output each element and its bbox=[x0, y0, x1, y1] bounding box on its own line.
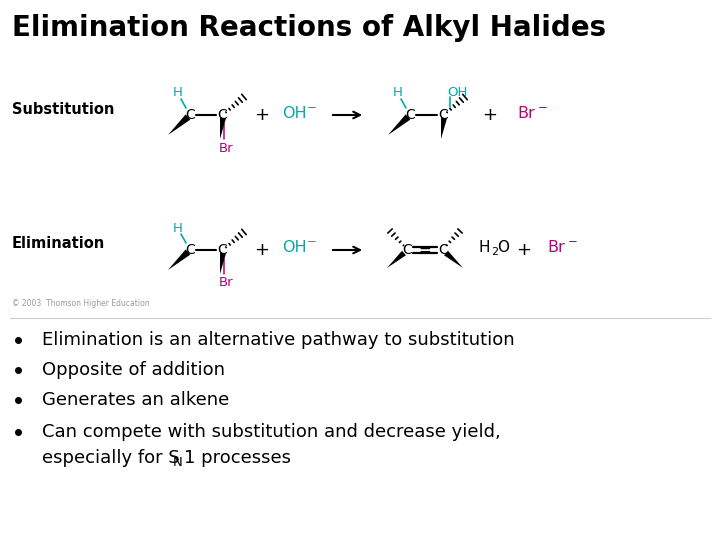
Text: +: + bbox=[482, 106, 498, 124]
Text: C: C bbox=[438, 108, 448, 122]
Polygon shape bbox=[220, 253, 226, 274]
Text: 1 processes: 1 processes bbox=[184, 449, 291, 467]
Polygon shape bbox=[168, 114, 190, 135]
Text: especially for S: especially for S bbox=[42, 449, 180, 467]
Text: −: − bbox=[568, 235, 578, 248]
Text: C: C bbox=[217, 243, 227, 257]
Text: Elimination is an alternative pathway to substitution: Elimination is an alternative pathway to… bbox=[42, 331, 515, 349]
Text: Elimination Reactions of Alkyl Halides: Elimination Reactions of Alkyl Halides bbox=[12, 14, 606, 42]
Text: Br: Br bbox=[219, 276, 233, 289]
Text: C: C bbox=[185, 243, 195, 257]
Polygon shape bbox=[220, 118, 226, 139]
Polygon shape bbox=[388, 114, 410, 135]
Text: Br: Br bbox=[219, 141, 233, 154]
Text: O: O bbox=[497, 240, 509, 255]
Text: −: − bbox=[538, 100, 548, 113]
Text: OH: OH bbox=[447, 86, 467, 99]
Text: C: C bbox=[405, 108, 415, 122]
Polygon shape bbox=[441, 118, 447, 139]
Polygon shape bbox=[168, 249, 190, 270]
Text: −: − bbox=[307, 100, 317, 113]
Text: Generates an alkene: Generates an alkene bbox=[42, 391, 229, 409]
Text: Opposite of addition: Opposite of addition bbox=[42, 361, 225, 379]
Text: C: C bbox=[438, 243, 448, 257]
Text: Substitution: Substitution bbox=[12, 102, 114, 117]
Text: H: H bbox=[479, 240, 490, 255]
Text: OH: OH bbox=[282, 105, 306, 120]
Text: +: + bbox=[516, 241, 531, 259]
Text: C: C bbox=[402, 243, 412, 257]
Text: +: + bbox=[254, 241, 269, 259]
Text: OH: OH bbox=[282, 240, 306, 255]
Text: 2: 2 bbox=[491, 247, 498, 257]
Text: =: = bbox=[418, 242, 431, 258]
Text: C: C bbox=[217, 108, 227, 122]
Text: C: C bbox=[185, 108, 195, 122]
Text: H: H bbox=[173, 221, 183, 234]
Text: Br: Br bbox=[517, 105, 535, 120]
Polygon shape bbox=[444, 251, 463, 268]
Text: N: N bbox=[173, 456, 183, 469]
Text: H: H bbox=[393, 86, 403, 99]
Text: +: + bbox=[254, 106, 269, 124]
Text: H: H bbox=[173, 86, 183, 99]
Text: Br: Br bbox=[547, 240, 565, 255]
Polygon shape bbox=[387, 251, 406, 268]
Text: © 2003  Thomson Higher Education: © 2003 Thomson Higher Education bbox=[12, 299, 150, 307]
Text: −: − bbox=[307, 235, 317, 248]
Text: Can compete with substitution and decrease yield,: Can compete with substitution and decrea… bbox=[42, 423, 500, 441]
Text: Elimination: Elimination bbox=[12, 237, 105, 252]
